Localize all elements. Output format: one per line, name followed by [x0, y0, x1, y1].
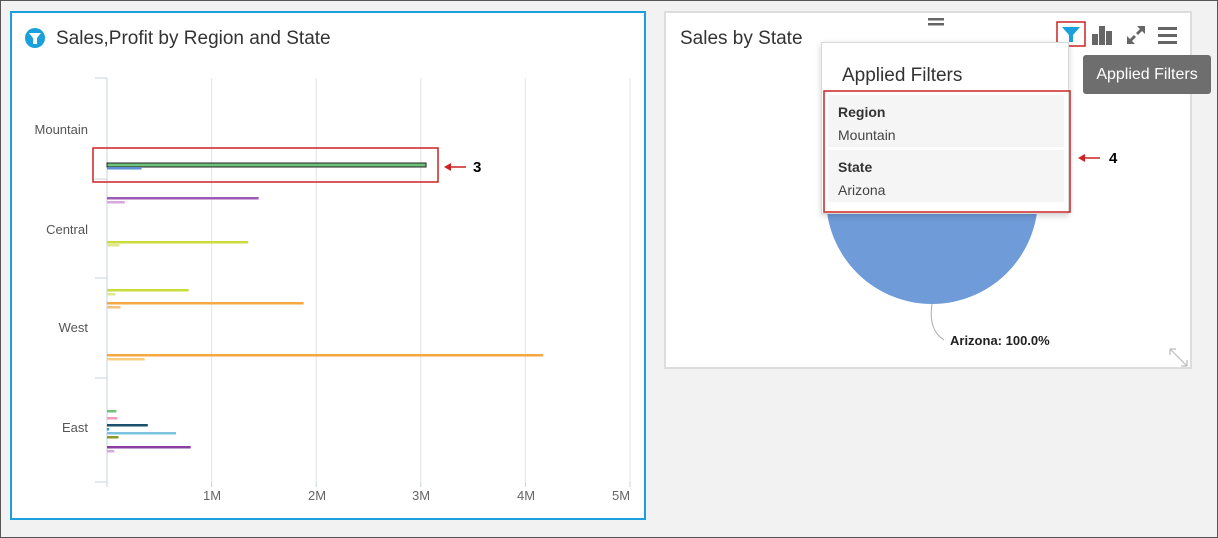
expand-icon[interactable] [1125, 24, 1147, 46]
filter-value: Arizona [838, 182, 886, 198]
drag-handle-icon[interactable] [928, 17, 944, 27]
applied-filters-title: Applied Filters [842, 65, 963, 86]
sales-profit-chart-panel[interactable]: Sales,Profit by Region and State [10, 11, 646, 520]
filter-active-icon[interactable] [24, 27, 48, 51]
applied-filters-dropdown[interactable]: Applied Filters Region Mountain State Ar… [821, 42, 1069, 214]
panel-title: Sales by State [680, 28, 803, 49]
filter-item-state[interactable]: State Arizona [828, 150, 1064, 202]
filter-name: Region [838, 104, 886, 120]
filter-item-region[interactable]: Region Mountain [828, 95, 1064, 147]
filter-value: Mountain [838, 127, 896, 143]
menu-icon[interactable] [1157, 24, 1179, 46]
filter-icon[interactable] [1056, 21, 1086, 47]
applied-filters-tooltip: Applied Filters [1083, 55, 1211, 94]
filter-name: State [838, 159, 873, 175]
bar-chart-icon[interactable] [1091, 24, 1115, 46]
panel-title: Sales,Profit by Region and State [56, 28, 331, 49]
